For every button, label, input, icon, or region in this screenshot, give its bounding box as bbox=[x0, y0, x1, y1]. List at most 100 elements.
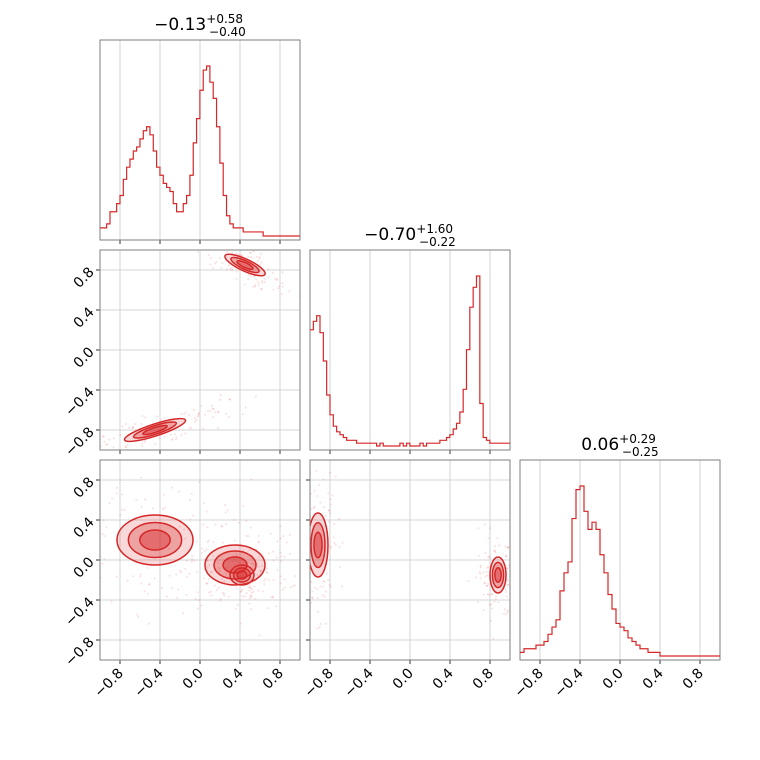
scatter-point bbox=[305, 507, 307, 509]
scatter-point bbox=[250, 596, 253, 599]
title-lower-error: −0.40 bbox=[209, 25, 246, 39]
scatter-point bbox=[217, 411, 220, 414]
scatter-point bbox=[250, 562, 253, 565]
scatter-point bbox=[212, 407, 215, 410]
scatter-point bbox=[126, 444, 129, 447]
scatter-point bbox=[206, 566, 209, 569]
scatter-point bbox=[502, 612, 505, 615]
scatter-point bbox=[248, 602, 251, 605]
scatter-point bbox=[263, 583, 266, 586]
density-contour bbox=[222, 556, 248, 574]
title-lower-error: −0.25 bbox=[622, 445, 659, 459]
scatter-point bbox=[479, 566, 482, 569]
scatter-point bbox=[184, 244, 186, 246]
title-median: −0.70 bbox=[364, 225, 416, 245]
scatter-point bbox=[267, 578, 270, 581]
scatter-point bbox=[296, 527, 298, 529]
scatter-point bbox=[153, 577, 156, 580]
scatter-point bbox=[221, 591, 224, 594]
scatter-point bbox=[184, 567, 187, 570]
scatter-point bbox=[281, 588, 284, 591]
scatter-point bbox=[241, 588, 244, 591]
scatter-point bbox=[257, 283, 260, 286]
scatter-point bbox=[158, 437, 161, 440]
density-contour bbox=[236, 570, 248, 580]
scatter-point bbox=[296, 515, 298, 517]
scatter-point bbox=[491, 607, 494, 610]
scatter-point bbox=[214, 262, 217, 265]
scatter-point bbox=[206, 559, 209, 562]
scatter-point bbox=[306, 514, 308, 516]
scatter-point bbox=[218, 567, 221, 570]
density-contour bbox=[494, 567, 502, 583]
scatter-point bbox=[311, 299, 313, 301]
title-lower-error: −0.22 bbox=[419, 235, 456, 249]
scatter-point bbox=[169, 433, 172, 436]
scatter-point bbox=[305, 531, 307, 533]
scatter-point bbox=[493, 549, 496, 552]
scatter-point bbox=[247, 586, 250, 589]
scatter-point bbox=[333, 523, 336, 526]
scatter-point bbox=[162, 493, 165, 496]
scatter-point bbox=[123, 508, 126, 511]
y-tick-label: 0.4 bbox=[71, 514, 98, 541]
scatter-point bbox=[194, 420, 197, 423]
scatter-point bbox=[259, 569, 262, 572]
histogram-line bbox=[310, 275, 510, 447]
scatter-point bbox=[148, 583, 151, 586]
scatter-point bbox=[484, 551, 487, 554]
scatter-point bbox=[236, 603, 239, 606]
scatter-point bbox=[279, 525, 282, 528]
scatter-point bbox=[288, 290, 291, 293]
scatter-point bbox=[227, 595, 230, 598]
scatter-point bbox=[135, 499, 138, 502]
scatter-point bbox=[327, 492, 330, 495]
scatter-point bbox=[185, 594, 188, 597]
scatter-point bbox=[267, 276, 270, 279]
y-tick-label: 0.8 bbox=[71, 264, 98, 291]
scatter-point bbox=[478, 554, 481, 557]
scatter-point bbox=[266, 571, 269, 574]
scatter-point bbox=[489, 619, 492, 622]
title-median: −0.13 bbox=[154, 15, 206, 35]
scatter-point bbox=[137, 615, 140, 618]
scatter-point bbox=[119, 514, 122, 517]
scatter-point bbox=[216, 427, 219, 430]
scatter-point bbox=[121, 493, 124, 496]
scatter-point bbox=[121, 425, 124, 428]
scatter-point bbox=[124, 446, 127, 449]
scatter-point bbox=[207, 254, 210, 257]
scatter-point bbox=[205, 510, 208, 513]
scatter-point bbox=[511, 600, 513, 602]
scatter-point bbox=[279, 537, 282, 540]
scatter-point bbox=[141, 415, 144, 418]
scatter-point bbox=[514, 543, 516, 545]
scatter-point bbox=[275, 556, 278, 559]
y-tick-label: −0.8 bbox=[62, 634, 97, 669]
scatter-point bbox=[259, 570, 262, 573]
scatter-point bbox=[478, 571, 481, 574]
scatter-point bbox=[249, 594, 252, 597]
scatter-point bbox=[260, 261, 263, 264]
scatter-point bbox=[143, 590, 146, 593]
density-contour bbox=[139, 529, 171, 551]
scatter-point bbox=[283, 613, 285, 615]
scatter-point bbox=[136, 453, 138, 455]
scatter-point bbox=[486, 592, 489, 595]
scatter-point bbox=[224, 511, 227, 514]
scatter-point bbox=[260, 288, 263, 291]
scatter-point bbox=[216, 561, 219, 564]
scatter-point bbox=[279, 582, 282, 585]
y-tick-label: 0.0 bbox=[71, 344, 98, 371]
scatter-point bbox=[316, 588, 319, 591]
scatter-point bbox=[328, 509, 331, 512]
scatter-point bbox=[308, 604, 310, 606]
scatter-point bbox=[281, 271, 284, 274]
scatter-point bbox=[245, 519, 248, 522]
scatter-point bbox=[207, 578, 210, 581]
scatter-point bbox=[280, 555, 283, 558]
scatter-point bbox=[250, 591, 253, 594]
y-tick-label: 0.0 bbox=[71, 554, 98, 581]
pair-layer bbox=[283, 470, 516, 640]
scatter-point bbox=[301, 290, 303, 292]
